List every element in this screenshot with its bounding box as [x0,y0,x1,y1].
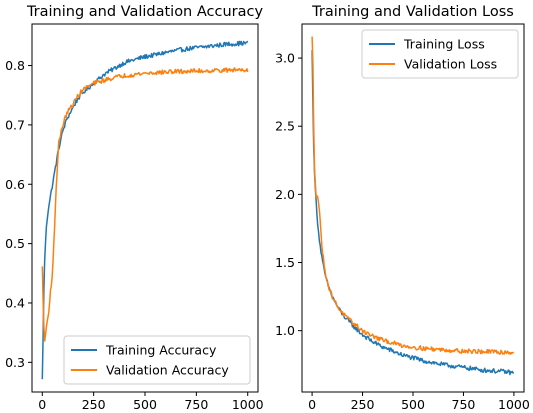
accuracy-legend: Training Accuracy Validation Accuracy [63,335,251,385]
loss-legend-box [361,29,519,79]
loss-series-validation-line [311,36,515,355]
accuracy-series-validation-line [41,67,249,342]
accuracy-x-tick-label: 500 [133,397,157,412]
accuracy-y-tick-label: 0.3 [5,355,25,370]
accuracy-x-tick-label: 750 [184,397,208,412]
loss-legend-label: Training Loss [403,37,485,52]
loss-y-tick-label: 1.5 [275,255,295,270]
loss-x-tick-label: 0 [308,397,316,412]
loss-legend-label: Validation Loss [404,57,497,72]
accuracy-x-tick-label: 0 [38,397,46,412]
loss-y-tick-label: 1.0 [275,323,295,338]
loss-legend: Training Loss Validation Loss [361,29,519,79]
accuracy-legend-box [63,335,251,385]
accuracy-x-axis: 0 250 500 750 1000 [38,392,264,412]
accuracy-legend-label: Validation Accuracy [106,363,229,378]
loss-series-training-line [311,50,514,376]
loss-chart: Training and Validation Loss 0 250 500 750 1… [275,4,530,412]
accuracy-chart: Training and Validation Accuracy 0 250 500… [5,4,264,412]
accuracy-x-tick-label: 250 [82,397,106,412]
accuracy-plot-lines [41,40,249,380]
accuracy-chart-title: Training and Validation Accuracy [26,4,264,20]
accuracy-x-tick-label: 1000 [232,397,264,412]
loss-x-axis: 0 250 500 750 1000 [308,392,530,412]
loss-y-tick-label: 2.5 [275,119,295,134]
loss-x-tick-label: 250 [351,397,375,412]
accuracy-y-tick-label: 0.7 [5,117,25,132]
accuracy-legend-label: Training Accuracy [105,343,217,358]
loss-x-tick-label: 1000 [498,397,530,412]
loss-y-tick-label: 3.0 [275,51,295,66]
accuracy-y-tick-label: 0.8 [5,58,25,73]
accuracy-y-tick-label: 0.6 [5,177,25,192]
loss-chart-title: Training and Validation Loss [311,4,514,20]
loss-y-tick-label: 2.0 [275,187,295,202]
loss-y-axis: 1.0 1.5 2.0 2.5 3.0 [275,51,302,338]
loss-x-tick-label: 750 [452,397,476,412]
accuracy-y-tick-label: 0.4 [5,295,25,310]
accuracy-y-axis: 0.3 0.4 0.5 0.6 0.7 0.8 [5,58,32,370]
accuracy-series-training-line [41,40,249,380]
loss-x-tick-label: 500 [401,397,425,412]
loss-plot-lines [311,36,515,376]
accuracy-y-tick-label: 0.5 [5,236,25,251]
